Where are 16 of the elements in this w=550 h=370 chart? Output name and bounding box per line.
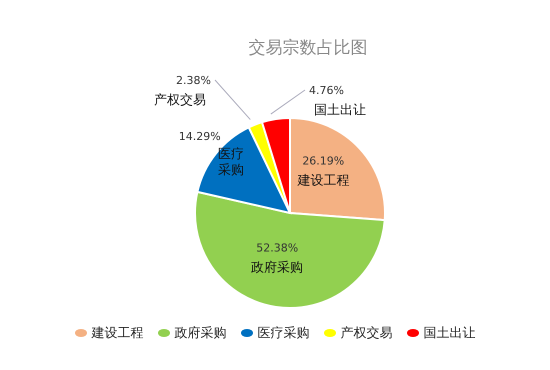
data-label: 52.38% bbox=[256, 242, 298, 255]
legend-label: 医疗采购 bbox=[256, 325, 310, 342]
slice-label: 建设工程 bbox=[296, 173, 350, 188]
legend-label: 产权交易 bbox=[340, 325, 392, 342]
legend-label: 建设工程 bbox=[90, 325, 144, 342]
legend-label: 国土出让 bbox=[422, 325, 476, 342]
data-label: 14.29% bbox=[178, 130, 221, 144]
data-label: 4.76% bbox=[309, 84, 344, 97]
slice-label: 国土出让 bbox=[314, 103, 366, 118]
slice-label: 产权交易 bbox=[154, 92, 206, 108]
chart-title: 交易宗数占比图 bbox=[248, 37, 368, 59]
slice-label: 医疗采购 bbox=[217, 146, 245, 179]
slice-label: 政府采购 bbox=[251, 260, 304, 276]
data-label: 2.38% bbox=[176, 74, 211, 87]
legend-label: 政府采购 bbox=[174, 325, 226, 342]
data-label: 26.19% bbox=[302, 154, 344, 168]
